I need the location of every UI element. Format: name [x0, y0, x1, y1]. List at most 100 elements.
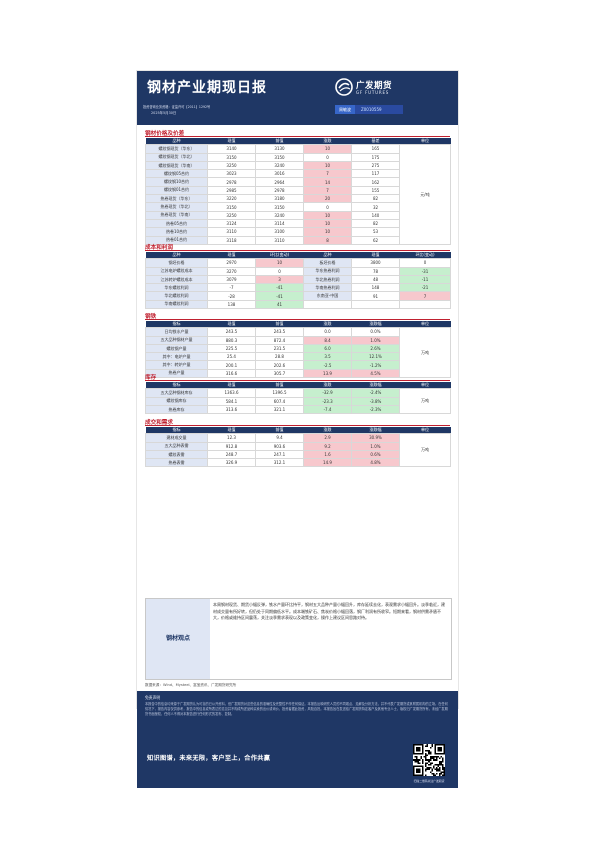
cell-cur: 326.9: [207, 458, 256, 468]
row-label: 江苏电炉螺纹成本: [145, 266, 208, 276]
row-label: 江苏转炉螺纹成本: [145, 274, 208, 285]
column-header: 环比(变动): [399, 252, 451, 259]
cell-chg: 9.2: [303, 441, 352, 451]
cell-chg: -41: [255, 283, 304, 293]
cell-pct: 4.8%: [351, 458, 400, 468]
cell-cur: 48: [351, 274, 400, 285]
table-row: 螺纹钢现货（华东） 3140 3130 10 165 元/吨: [145, 144, 451, 245]
section-divider: [145, 136, 450, 137]
cell-cur: 912.8: [207, 441, 256, 451]
cell-basis: 140: [351, 210, 400, 220]
cell-chg: 10: [303, 160, 352, 171]
cell-prev: 9.4: [255, 433, 304, 443]
cell-chg: 8.4: [303, 335, 352, 345]
cell-chg: 10: [303, 218, 352, 229]
cell-prev: 3240: [255, 210, 304, 220]
row-label: 其中：转炉产量: [145, 360, 208, 370]
table-row: 五大品种表需 912.8 903.6 9.2 1.0%: [145, 441, 451, 451]
column-header: 单位: [399, 427, 451, 434]
cell-cur: 3140: [207, 144, 256, 154]
cell-prev: 3180: [255, 194, 304, 204]
report-title: 钢材产业期现日报: [147, 80, 267, 96]
column-header: 现值: [207, 321, 256, 328]
table-row: 螺纹钢产量 225.5 231.5 6.0 2.6%: [145, 343, 451, 354]
cell-chg: 1.6: [303, 449, 352, 460]
cell-chg: [399, 299, 451, 310]
cell-chg: -2.5: [303, 360, 352, 370]
row-label: 五大品种钢材库存: [145, 388, 208, 398]
output-table: 指标 现值 前值 涨跌 涨跌幅 单位 日均铁水产量 243.5 243.5 0.0 0.0% 万吨 五大…: [145, 321, 451, 379]
column-header: 环比(变动): [255, 252, 304, 259]
analyst-id: Z0010559: [361, 107, 382, 112]
cell-cur: 3124: [207, 218, 256, 229]
cell-prev: 247.1: [255, 449, 304, 460]
cell-chg: 14.9: [303, 458, 352, 468]
cell-prev: 312.1: [255, 458, 304, 468]
table-row: 其中：电炉产量 25.4 28.8 3.5 12.1%: [145, 352, 451, 362]
cell-chg: 10: [255, 258, 304, 268]
row-label: 螺纹表需: [145, 449, 208, 460]
cell-pct: -2.3%: [351, 404, 400, 415]
cell-cur: 3110: [207, 227, 256, 237]
row-label: 五大品种钢材产量: [145, 335, 208, 345]
cell-pct: -3.8%: [351, 396, 400, 406]
cell-chg: 41: [255, 299, 304, 310]
column-header: 单位: [399, 138, 451, 145]
logo-mark-icon: [335, 78, 353, 96]
table-header-row: 品种 现值 环比(变动) 品种 现值 环比(变动): [145, 252, 451, 259]
cell-chg: 6.0: [303, 343, 352, 354]
cell-basis: 175: [351, 152, 400, 162]
column-header: 单位: [399, 382, 451, 389]
cell-cur: 148: [351, 283, 400, 293]
cell-chg: -7.4: [303, 404, 352, 415]
row-label: 螺纹钢产量: [145, 343, 208, 354]
cell-chg: 10: [303, 210, 352, 220]
column-header: 前值: [255, 382, 304, 389]
cell-cur: 12.3: [207, 433, 256, 443]
cell-basis: 82: [351, 194, 400, 204]
table-row: 华东螺纹利润 -7 -41 华南热卷利润 148 -21: [145, 283, 451, 293]
cell-cur: 3800: [351, 258, 400, 268]
cell-prev: 231.5: [255, 343, 304, 354]
cell-pct: 4.5%: [351, 368, 400, 379]
cell-chg: 3.5: [303, 352, 352, 362]
cell-basis: 275: [351, 160, 400, 171]
row-label: 螺纹钢现货（华南）: [145, 160, 208, 171]
report-page: 钢材产业期现日报 投资咨询业务资格：证监许可【2011】1292号 2025年5…: [137, 71, 458, 788]
row-label: 其中：电炉产量: [145, 352, 208, 362]
table-header-row: 指标 现值 前值 涨跌 涨跌幅 单位: [145, 382, 451, 389]
table-row: 华北螺纹利润 -28 -41 东南亚-中国 91 7: [145, 291, 451, 301]
column-header: 现值: [207, 138, 256, 145]
cell-basis: 162: [351, 177, 400, 187]
row-label: 建材成交量: [145, 433, 208, 443]
cell-basis: 82: [351, 218, 400, 229]
section-title-output: 钢铁: [145, 314, 157, 320]
cell-prev: 3100: [255, 227, 304, 237]
cell-prev: 872.4: [255, 335, 304, 345]
table-header-row: 指标 现值 前值 涨跌 涨跌幅 单位: [145, 321, 451, 328]
section-divider: [145, 250, 450, 251]
cell-cur: 3118: [207, 235, 256, 245]
row-label: 华北螺纹利润: [145, 291, 208, 301]
cell-chg: 14: [303, 177, 352, 187]
disclaimer-title: 免责声明: [145, 695, 161, 700]
cell-prev: 903.6: [255, 441, 304, 451]
row-label: 热卷库存: [145, 404, 208, 415]
cell-prev: 3016: [255, 169, 304, 179]
row-label: 华东热卷利润: [303, 266, 352, 276]
row-label: 热卷表需: [145, 458, 208, 468]
row-label: 钢坯价格: [145, 258, 208, 268]
cell-prev: 2964: [255, 177, 304, 187]
table-row: 螺纹钢现货（华南） 3250 3240 10 275: [145, 160, 451, 171]
cell-basis: 32: [351, 202, 400, 212]
table-header-row: 指标 现值 前值 涨跌 涨跌幅 单位: [145, 427, 451, 434]
market-view-box: 钢材观点 本周钢材现货、期货小幅反弹，铁水产量环比持平，钢材五大品种产量小幅回升…: [145, 598, 452, 680]
cell-basis: 155: [351, 185, 400, 196]
section-divider: [145, 425, 450, 426]
table-row: 热卷10合约 3110 3100 10 53: [145, 227, 451, 237]
cell-pct: 1.0%: [351, 441, 400, 451]
cell-prev: 305.7: [255, 368, 304, 379]
cell-prev: 3130: [255, 144, 304, 154]
column-header: 单位: [399, 321, 451, 328]
cell-cur: 91: [351, 291, 400, 301]
